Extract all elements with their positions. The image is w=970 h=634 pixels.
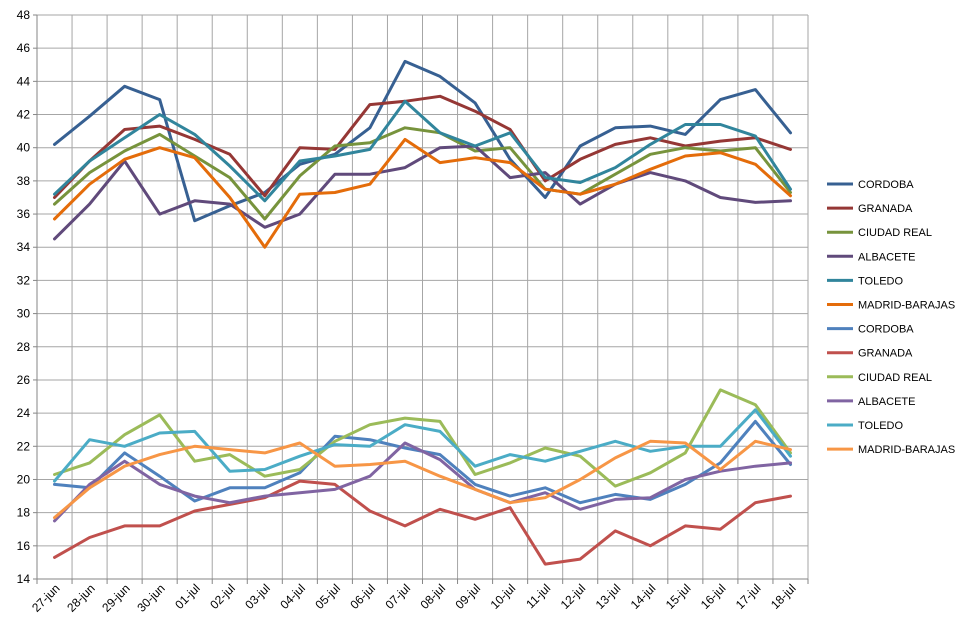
legend-label: MADRID-BARAJAS	[858, 300, 955, 312]
y-tick-label: 32	[17, 273, 31, 287]
y-tick-label: 38	[17, 174, 31, 188]
legend-label: CORDOBA	[858, 324, 914, 336]
legend: CORDOBA GRANADA CIUDAD REAL ALBACETE TOLEDO M…	[827, 179, 955, 456]
y-tick-label: 18	[17, 506, 31, 520]
y-tick-label: 46	[17, 41, 31, 55]
legend-label: TOLEDO	[858, 420, 903, 432]
series-line	[53, 408, 792, 483]
y-tick-label: 20	[17, 472, 31, 486]
y-tick-label: 28	[17, 340, 31, 354]
legend-label: MADRID-BARAJAS	[858, 444, 955, 456]
legend-label: CIUDAD REAL	[858, 227, 932, 239]
legend-label: ALBACETE	[858, 396, 915, 408]
series-line	[53, 388, 792, 488]
series-line	[53, 479, 792, 566]
series-line	[53, 94, 792, 199]
y-tick-label: 44	[17, 74, 31, 88]
y-tick-label: 48	[17, 8, 31, 22]
axes	[33, 14, 809, 584]
y-tick-label: 14	[17, 572, 31, 586]
legend-label: TOLEDO	[858, 275, 903, 287]
legend-label: GRANADA	[858, 348, 913, 360]
legend-label: ALBACETE	[858, 251, 915, 263]
series-line	[53, 126, 792, 221]
legend-label: GRANADA	[858, 203, 913, 215]
y-tick-label: 16	[17, 539, 31, 553]
series-line	[53, 137, 792, 249]
series-line	[53, 59, 792, 223]
legend-label: CORDOBA	[858, 179, 914, 191]
y-tick-label: 36	[17, 207, 31, 221]
series-line	[53, 441, 792, 523]
y-tick-label: 40	[17, 141, 31, 155]
y-tick-label: 34	[17, 240, 31, 254]
legend-label: CIUDAD REAL	[858, 372, 932, 384]
y-tick-label: 22	[17, 439, 31, 453]
series-line	[53, 99, 792, 203]
y-tick-label: 30	[17, 307, 31, 321]
y-tick-labels: 14 16 18 20 22 24 26 28 30 32 34 36 38 40 42 44 46 48	[17, 8, 31, 586]
series-lines	[53, 59, 792, 566]
series-line	[53, 144, 792, 241]
y-tick-label: 42	[17, 108, 31, 122]
y-tick-label: 26	[17, 373, 31, 387]
y-tick-label: 24	[17, 406, 31, 420]
series-line	[53, 439, 792, 520]
